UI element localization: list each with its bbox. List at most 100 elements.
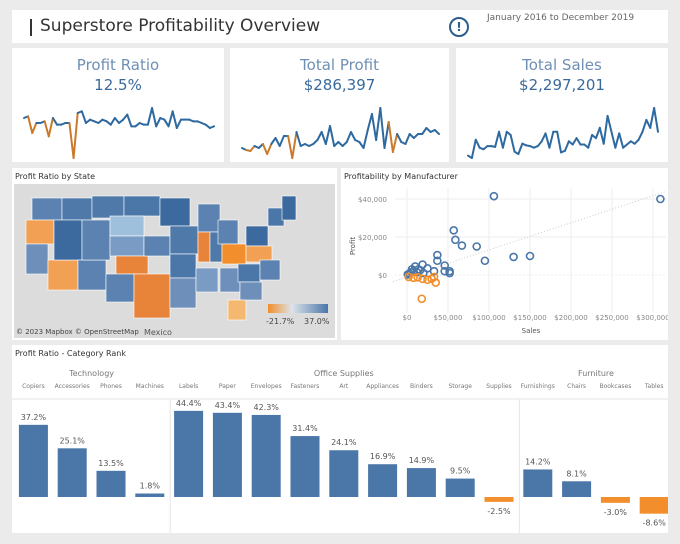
category-label: Appliances [366, 383, 399, 390]
sparkline-segment [43, 120, 50, 138]
state-region [239, 281, 263, 301]
sparkline-segment [548, 130, 555, 149]
sparkline-segment [637, 130, 644, 141]
sparkline-segment [109, 117, 116, 126]
sparkline-segment [27, 115, 34, 134]
sparkline-profit-ratio [23, 107, 215, 159]
state-region [197, 231, 211, 263]
category-label: Accessories [55, 383, 90, 390]
scatter-point [509, 252, 518, 262]
sparkline-segment [618, 132, 625, 149]
sparkline-segment [606, 114, 613, 133]
sparkline-segment [404, 133, 411, 145]
x-tick-label: $50,000 [434, 314, 463, 322]
x-tick-label: $200,000 [554, 314, 587, 322]
bar-data-label: 37.2% [21, 413, 47, 422]
state-region [61, 197, 93, 221]
sparkline-segment [571, 137, 578, 146]
sparkline-segment [349, 131, 357, 141]
sparkline-segment [329, 125, 336, 147]
sparkline-segment [396, 133, 403, 143]
bar-data-label: 9.5% [450, 467, 471, 476]
y-tick-label: $20,000 [358, 234, 387, 242]
sparkline-segment [324, 125, 332, 145]
category-label: Paper [219, 383, 237, 390]
scatter-point [489, 191, 499, 201]
state-region [227, 299, 247, 321]
bar-data-label: 1.8% [140, 482, 161, 491]
sparkline-segment [51, 117, 59, 126]
sparkline-segment [517, 142, 524, 156]
category-label: Bookcases [599, 383, 631, 390]
sparkline-segment [249, 145, 256, 152]
kpi-value: $286,397 [303, 76, 376, 94]
state-region [159, 197, 191, 227]
bar-chart[interactable]: Copiers 37.2% Accessories 25.1% Phones 13.5% M… [12, 345, 668, 533]
sparkline-segment [501, 130, 508, 149]
sparkline-segment [587, 133, 594, 149]
state-region [25, 219, 55, 245]
exclamation-circle-icon[interactable]: ! [449, 17, 469, 37]
scatter-point [440, 266, 450, 276]
category-label: Copiers [22, 383, 45, 390]
sparkline-segment [498, 130, 504, 149]
sparkline-segment [167, 110, 174, 128]
bar [639, 497, 668, 514]
state-region [77, 259, 107, 291]
state-region [91, 195, 125, 219]
map-attribution[interactable]: © 2023 Mapbox © OpenStreetMap [16, 328, 139, 336]
category-label: Machines [136, 383, 164, 390]
bar [562, 481, 592, 497]
scatter-point [404, 272, 413, 282]
y-tick-label: $0 [378, 272, 387, 280]
bar [523, 469, 553, 497]
sparkline-segment [72, 112, 79, 159]
bar [174, 410, 204, 497]
sparkline-segment [470, 138, 477, 159]
bar-data-label: 14.9% [409, 456, 435, 465]
scatter-point [413, 272, 422, 282]
sparkline-segment [641, 118, 648, 133]
bar [135, 493, 165, 497]
sparkline-segment [171, 110, 178, 129]
scatter-panel: Profitability by Manufacturer $0 $50,000 $… [341, 168, 668, 340]
sparkline-segment [151, 107, 158, 128]
state-region [25, 243, 49, 275]
state-region [123, 195, 161, 217]
scatter-chart[interactable]: $0 $50,000 $100,000 $150,000 $200,000 $250,00… [341, 168, 668, 340]
legend-min: -21.7% [266, 317, 295, 326]
category-label: Tables [644, 383, 664, 390]
bar-data-label: 44.4% [176, 399, 202, 408]
category-label: Chairs [567, 383, 586, 390]
state-region [259, 259, 281, 281]
sparkline-segment [379, 107, 386, 149]
x-tick-label: $250,000 [595, 314, 628, 322]
us-state-map[interactable]: -21.7% 37.0% © 2023 Mapbox © OpenStreetM… [12, 168, 337, 340]
sparkline-segment [575, 137, 582, 146]
y-tick-label: $40,000 [358, 196, 387, 204]
state-region [105, 273, 135, 303]
state-region [221, 243, 247, 265]
bar [329, 450, 359, 497]
scatter-point [656, 194, 665, 204]
kpi-total-sales[interactable]: Total Sales $2,297,201 [456, 48, 668, 162]
scatter-point [417, 294, 427, 304]
bar-data-label: -3.0% [604, 508, 628, 517]
scatter-title: Profitability by Manufacturer [344, 172, 458, 181]
category-label: Labels [179, 383, 198, 390]
sparkline-segment [320, 131, 327, 145]
x-tick-label: $0 [403, 314, 412, 322]
sparkline-segment [278, 135, 285, 147]
bar-data-label: 25.1% [59, 436, 85, 445]
bar-data-label: -2.5% [487, 507, 511, 516]
scatter-point [418, 274, 427, 284]
scatter-point [429, 272, 439, 282]
bar-data-label: 24.1% [331, 438, 357, 447]
category-label: Envelopes [251, 383, 282, 390]
sparkline-segment [391, 133, 399, 153]
kpi-profit-ratio[interactable]: Profit Ratio 12.5% [12, 48, 224, 162]
kpi-total-profit[interactable]: Total Profit $286,397 [230, 48, 449, 162]
state-region [245, 245, 273, 263]
kpi-value: 12.5% [94, 76, 142, 94]
scatter-point [445, 268, 454, 278]
